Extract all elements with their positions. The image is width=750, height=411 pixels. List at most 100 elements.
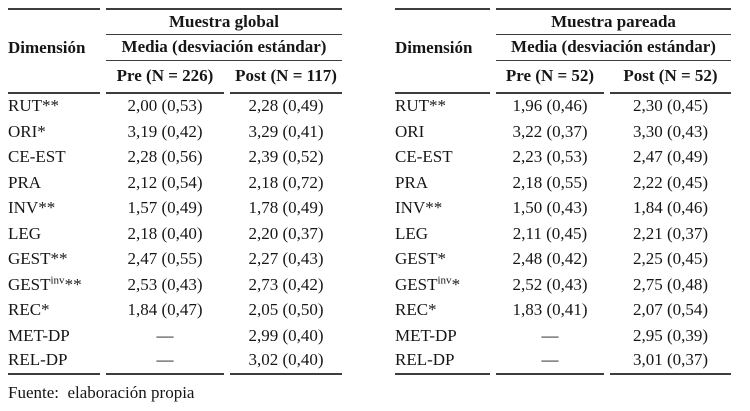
post-value: 2,05 (0,50) <box>248 300 324 320</box>
spacer-cell <box>395 61 490 94</box>
pre-value: 2,23 (0,53) <box>512 147 588 167</box>
pre-value: — <box>106 349 224 375</box>
pre-value: 1,83 (0,41) <box>512 300 588 320</box>
pre-value: 2,28 (0,56) <box>127 147 203 167</box>
dimension-label: GESTinv** <box>8 274 82 294</box>
table-row: MET-DP — 2,99 (0,40) <box>8 324 342 350</box>
group-header: Muestra pareada <box>496 8 731 35</box>
pre-value: — <box>541 325 559 345</box>
muestra-global-table: Muestra global Dimensión Media (desviaci… <box>2 8 348 375</box>
table-row: RUT** 1,96 (0,46) 2,30 (0,45) <box>395 94 731 120</box>
dimension-label: MET-DP <box>8 325 70 345</box>
post-value: 2,22 (0,45) <box>632 172 709 192</box>
pre-value: 2,12 (0,54) <box>127 172 203 192</box>
table-row: PRA 2,18 (0,55) 2,22 (0,45) <box>395 171 731 197</box>
post-value: 2,18 (0,72) <box>248 172 324 192</box>
post-value: 2,07 (0,54) <box>632 300 709 320</box>
group-header-row: Muestra pareada <box>395 8 731 35</box>
dimension-header: Dimensión <box>395 37 473 57</box>
dimension-label: GEST** <box>8 249 68 269</box>
measure-header: Media (desviación estándar) <box>496 35 731 61</box>
corner-cell <box>8 8 100 35</box>
pre-column-header: Pre (N = 226) <box>106 61 224 94</box>
post-value: 2,95 (0,39) <box>632 325 709 345</box>
muestra-pareada-table: Muestra pareada Dimensión Media (desviac… <box>389 8 737 375</box>
pre-value: 3,19 (0,42) <box>127 121 203 141</box>
post-value: 2,73 (0,42) <box>248 274 324 294</box>
dimension-label: CE-EST <box>395 147 453 167</box>
post-value: 2,21 (0,37) <box>632 223 709 243</box>
table-row: REL-DP — 3,02 (0,40) <box>8 349 342 375</box>
pre-value: — <box>496 349 604 375</box>
pre-value: 2,00 (0,53) <box>127 96 203 116</box>
pre-value: 1,50 (0,43) <box>512 198 588 218</box>
table-row: INV** 1,50 (0,43) 1,84 (0,46) <box>395 196 731 222</box>
column-header-row: Pre (N = 226) Post (N = 117) <box>8 61 342 94</box>
pre-value: 1,96 (0,46) <box>512 96 588 116</box>
table-row: GESTinv** 2,53 (0,43) 2,73 (0,42) <box>8 273 342 299</box>
table-row: GEST* 2,48 (0,42) 2,25 (0,45) <box>395 247 731 273</box>
post-value: 1,78 (0,49) <box>248 198 324 218</box>
post-value: 2,20 (0,37) <box>248 223 324 243</box>
dimension-label: PRA <box>8 172 42 192</box>
post-value: 2,99 (0,40) <box>248 325 324 345</box>
post-value: 2,27 (0,43) <box>248 249 324 269</box>
table-row: RUT** 2,00 (0,53) 2,28 (0,49) <box>8 94 342 120</box>
dimension-label: GEST* <box>395 249 446 269</box>
table-row: LEG 2,18 (0,40) 2,20 (0,37) <box>8 222 342 248</box>
dimension-label: INV** <box>8 198 56 218</box>
post-value: 2,75 (0,48) <box>632 274 709 294</box>
post-value: 3,02 (0,40) <box>230 349 342 375</box>
pre-value: — <box>156 325 174 345</box>
group-header-row: Muestra global <box>8 8 342 35</box>
table-row: CE-EST 2,23 (0,53) 2,47 (0,49) <box>395 145 731 171</box>
post-column-header: Post (N = 117) <box>230 61 342 94</box>
table-row: LEG 2,11 (0,45) 2,21 (0,37) <box>395 222 731 248</box>
dimension-label: CE-EST <box>8 147 66 167</box>
post-value: 2,30 (0,45) <box>632 96 709 116</box>
pre-value: 2,11 (0,45) <box>512 223 588 243</box>
pre-value: 2,18 (0,55) <box>512 172 588 192</box>
table-row: REC* 1,83 (0,41) 2,07 (0,54) <box>395 298 731 324</box>
dimension-header: Dimensión <box>8 37 86 57</box>
table-row: CE-EST 2,28 (0,56) 2,39 (0,52) <box>8 145 342 171</box>
corner-cell <box>395 8 490 35</box>
dimension-label: REL-DP <box>395 349 490 375</box>
dimension-label: ORI* <box>8 121 46 141</box>
spacer-cell <box>8 61 100 94</box>
dimension-label: LEG <box>8 223 42 243</box>
pre-value: 1,57 (0,49) <box>127 198 203 218</box>
table-row: INV** 1,57 (0,49) 1,78 (0,49) <box>8 196 342 222</box>
dimension-label: RUT** <box>8 96 59 116</box>
dimension-label: GESTinv* <box>395 274 461 294</box>
table-row: REL-DP — 3,01 (0,37) <box>395 349 731 375</box>
post-value: 3,29 (0,41) <box>248 121 324 141</box>
table-row: ORI 3,22 (0,37) 3,30 (0,43) <box>395 120 731 146</box>
dimension-label: RUT** <box>395 96 446 116</box>
pre-value: 2,18 (0,40) <box>127 223 203 243</box>
measure-header-row: Dimensión Media (desviación estándar) <box>8 35 342 61</box>
post-value: 3,30 (0,43) <box>632 121 709 141</box>
source-note: Fuente: elaboración propia <box>8 383 195 402</box>
post-value: 3,01 (0,37) <box>610 349 731 375</box>
table-row: ORI* 3,19 (0,42) 3,29 (0,41) <box>8 120 342 146</box>
dimension-label: REC* <box>8 300 50 320</box>
pre-value: 2,52 (0,43) <box>512 274 588 294</box>
pre-value: 1,84 (0,47) <box>127 300 203 320</box>
group-header: Muestra global <box>106 8 342 35</box>
post-value: 2,25 (0,45) <box>632 249 709 269</box>
table-row: MET-DP — 2,95 (0,39) <box>395 324 731 350</box>
dimension-label: INV** <box>395 198 443 218</box>
pre-value: 3,22 (0,37) <box>512 121 588 141</box>
post-value: 2,47 (0,49) <box>632 147 709 167</box>
table-row: GESTinv* 2,52 (0,43) 2,75 (0,48) <box>395 273 731 299</box>
post-value: 1,84 (0,46) <box>632 198 709 218</box>
table-row: REC* 1,84 (0,47) 2,05 (0,50) <box>8 298 342 324</box>
dimension-label: ORI <box>395 121 425 141</box>
dimension-label: LEG <box>395 223 429 243</box>
pre-value: 2,47 (0,55) <box>127 249 203 269</box>
post-value: 2,39 (0,52) <box>248 147 324 167</box>
measure-header-row: Dimensión Media (desviación estándar) <box>395 35 731 61</box>
dimension-label: PRA <box>395 172 429 192</box>
